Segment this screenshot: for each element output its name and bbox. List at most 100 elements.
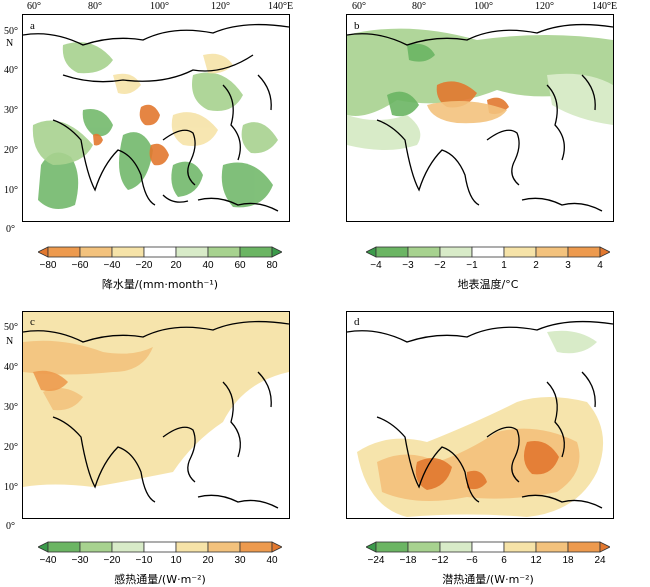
lon-label: 60° bbox=[27, 1, 41, 12]
lat-label: 10° bbox=[4, 482, 18, 493]
colorbar-a-tick: 20 bbox=[170, 260, 182, 271]
map-c-drawing bbox=[23, 312, 289, 518]
colorbar-a-segment bbox=[111, 246, 145, 258]
colorbar-a-tick: −80 bbox=[39, 260, 57, 271]
colorbar-d-segment bbox=[535, 541, 569, 553]
colorbar-c-tick: 10 bbox=[170, 555, 182, 566]
colorbar-d-tick: −24 bbox=[367, 555, 385, 566]
lat-label: 30° bbox=[4, 402, 18, 413]
colorbar-c-tick: −10 bbox=[135, 555, 153, 566]
colorbar-b-svg bbox=[366, 246, 610, 258]
map-d-drawing bbox=[347, 320, 613, 517]
colorbar-a: −80 −60 −40 −20 20 40 60 80 bbox=[38, 246, 282, 271]
colorbar-a-tick: −20 bbox=[135, 260, 153, 271]
colorbar-a-segment bbox=[175, 246, 209, 258]
panel-c-label: c bbox=[30, 316, 35, 328]
colorbar-c-left-arrow bbox=[38, 541, 49, 553]
colorbar-a-title: 降水量/(mm·month⁻¹) bbox=[101, 278, 219, 291]
colorbar-c-segment bbox=[175, 541, 209, 553]
lon-label: 140°E bbox=[592, 1, 618, 12]
colorbar-c-tick: 40 bbox=[266, 555, 278, 566]
colorbar-a-left-arrow bbox=[38, 246, 49, 258]
colorbar-c-segment bbox=[47, 541, 81, 553]
colorbar-b-tick: −1 bbox=[466, 260, 478, 271]
map-a-drawing bbox=[23, 23, 289, 212]
colorbar-c-tick: −30 bbox=[71, 555, 89, 566]
lat-label: 40° bbox=[4, 65, 18, 76]
colorbar-c-title: 感热通量/(W·m⁻²) bbox=[114, 573, 206, 586]
lat-label: 50° bbox=[4, 26, 18, 37]
colorbar-d-tick: 12 bbox=[530, 555, 542, 566]
colorbar-d-right-arrow bbox=[599, 541, 610, 553]
colorbar-c: −40 −30 −20 −10 10 20 30 40 bbox=[38, 541, 282, 566]
colorbar-c-tick: −40 bbox=[39, 555, 57, 566]
colorbar-d-segment bbox=[503, 541, 537, 553]
colorbar-b-left-arrow bbox=[366, 246, 377, 258]
map-panel-b bbox=[346, 14, 614, 222]
colorbar-c-segment bbox=[207, 541, 241, 553]
colorbar-d-segment bbox=[407, 541, 441, 553]
colorbar-b-tick: 3 bbox=[565, 260, 571, 271]
colorbar-d-segment bbox=[471, 541, 505, 553]
lon-label: 60° bbox=[352, 1, 366, 12]
colorbar-b-tick: 1 bbox=[501, 260, 507, 271]
colorbar-b-segment bbox=[535, 246, 569, 258]
lat-letter: N bbox=[6, 38, 14, 49]
lat-label: 50° bbox=[4, 322, 18, 333]
colorbar-c-segment bbox=[111, 541, 145, 553]
colorbar-d-title: 潜热通量/(W·m⁻²) bbox=[442, 573, 534, 586]
colorbar-b-segment bbox=[439, 246, 473, 258]
map-panel-c bbox=[22, 311, 290, 519]
lat-label: 20° bbox=[4, 442, 18, 453]
colorbar-b-segment bbox=[375, 246, 409, 258]
map-b-drawing bbox=[347, 23, 613, 212]
lon-label: 140°E bbox=[268, 1, 294, 12]
map-panel-a bbox=[22, 14, 290, 222]
colorbar-b-segment bbox=[471, 246, 505, 258]
colorbar-d-svg bbox=[366, 541, 610, 553]
lat-label: 0° bbox=[6, 521, 15, 532]
colorbar-d-tick: −6 bbox=[466, 555, 478, 566]
colorbar-c-tick: 20 bbox=[202, 555, 214, 566]
colorbar-d-tick: 18 bbox=[562, 555, 574, 566]
colorbar-d-tick: −12 bbox=[431, 555, 449, 566]
colorbar-a-segment bbox=[207, 246, 241, 258]
colorbar-a-tick: −60 bbox=[71, 260, 89, 271]
colorbar-a-segment bbox=[143, 246, 177, 258]
colorbar-b: −4 −3 −2 −1 1 2 3 4 bbox=[366, 246, 610, 271]
colorbar-b-tick: 2 bbox=[533, 260, 539, 271]
colorbar-a-tick: 80 bbox=[266, 260, 278, 271]
colorbar-a-right-arrow bbox=[271, 246, 282, 258]
colorbar-a-segment bbox=[47, 246, 81, 258]
lon-label: 80° bbox=[412, 1, 426, 12]
colorbar-d-tick: 6 bbox=[501, 555, 507, 566]
colorbar-c-segment bbox=[143, 541, 177, 553]
colorbar-a-tick: 40 bbox=[202, 260, 214, 271]
colorbar-d-tick: −18 bbox=[399, 555, 417, 566]
colorbar-b-tick: −3 bbox=[402, 260, 414, 271]
colorbar-a-tick: −40 bbox=[103, 260, 121, 271]
colorbar-d-left-arrow bbox=[366, 541, 377, 553]
colorbar-a-segment bbox=[79, 246, 113, 258]
colorbar-c-tick: 30 bbox=[234, 555, 246, 566]
lon-label: 80° bbox=[88, 1, 102, 12]
map-panel-d bbox=[346, 311, 614, 519]
panel-d-label: d bbox=[354, 316, 360, 328]
lat-label: 20° bbox=[4, 145, 18, 156]
colorbar-d-segment bbox=[567, 541, 601, 553]
lat-label: 40° bbox=[4, 362, 18, 373]
lon-label: 120° bbox=[211, 1, 230, 12]
colorbar-d: −24 −18 −12 −6 6 12 18 24 bbox=[366, 541, 610, 566]
lon-label: 100° bbox=[150, 1, 169, 12]
colorbar-d-segment bbox=[375, 541, 409, 553]
lon-label: 100° bbox=[474, 1, 493, 12]
colorbar-b-segment bbox=[503, 246, 537, 258]
colorbar-c-segment bbox=[239, 541, 273, 553]
colorbar-a-svg bbox=[38, 246, 282, 258]
colorbar-b-tick: −2 bbox=[434, 260, 446, 271]
lat-label: 30° bbox=[4, 105, 18, 116]
colorbar-b-right-arrow bbox=[599, 246, 610, 258]
lat-letter: N bbox=[6, 336, 14, 347]
colorbar-c-right-arrow bbox=[271, 541, 282, 553]
panel-b-label: b bbox=[354, 20, 360, 32]
